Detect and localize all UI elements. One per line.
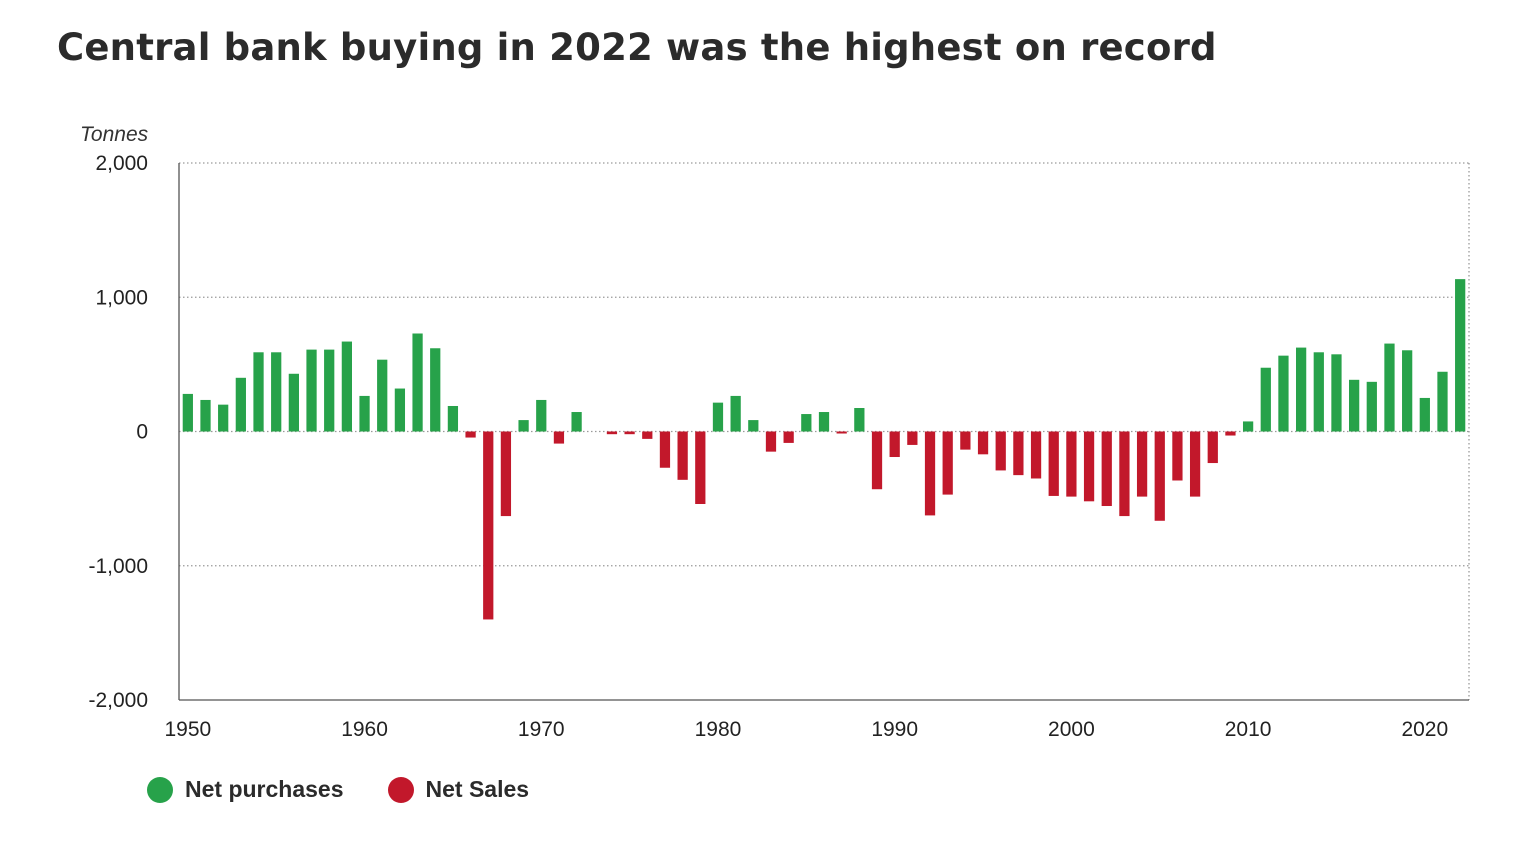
bar-1950 <box>182 393 193 432</box>
x-tick-label: 1950 <box>164 718 211 741</box>
bar-2013 <box>1296 347 1307 432</box>
chart-title: Central bank buying in 2022 was the high… <box>57 26 1217 69</box>
bar-1962 <box>394 388 406 432</box>
bar-1963 <box>412 333 423 432</box>
bar-1988 <box>854 408 865 432</box>
legend-label: Net Sales <box>425 776 530 802</box>
y-tick-label: -2,000 <box>88 689 148 712</box>
bar-2014 <box>1313 352 1324 432</box>
bar-2002 <box>1101 431 1112 507</box>
bar-1994 <box>960 431 971 450</box>
y-axis-label: Tonnes <box>80 123 149 146</box>
bar-2009 <box>1225 431 1236 436</box>
axes: 2,000 1,000 0 -1,000 -2,000 1950 1960 1970 1980 1… <box>88 152 1469 741</box>
bar-2007 <box>1189 431 1201 497</box>
bar-2015 <box>1331 354 1342 432</box>
bar-1972 <box>571 412 582 432</box>
bar-1954 <box>253 352 264 432</box>
bar-2008 <box>1207 431 1218 464</box>
bar-1967 <box>483 431 494 620</box>
bar-1991 <box>907 431 918 445</box>
bar-1952 <box>218 404 229 432</box>
bar-1999 <box>1048 431 1059 496</box>
bar-1959 <box>341 341 352 432</box>
bar-1979 <box>695 431 706 504</box>
bar-2017 <box>1366 381 1377 432</box>
bar-1951 <box>200 399 211 432</box>
bar-1995 <box>977 431 989 455</box>
bar-1980 <box>712 402 724 432</box>
bar-2016 <box>1349 379 1360 432</box>
bars <box>182 279 1466 620</box>
bar-2004 <box>1136 431 1148 497</box>
bar-2000 <box>1066 431 1077 497</box>
bar-1993 <box>942 431 953 495</box>
bar-1968 <box>500 431 512 517</box>
bar-1969 <box>518 420 529 432</box>
legend-item-net-purchases: Net purchases <box>147 776 344 803</box>
y-tick-label: 1,000 <box>95 286 148 309</box>
bar-1984 <box>783 431 794 443</box>
bar-1970 <box>536 399 547 432</box>
legend: Net purchases Net Sales <box>147 776 573 803</box>
bar-1975 <box>624 431 635 435</box>
bar-1990 <box>889 431 900 458</box>
bar-1976 <box>642 431 653 439</box>
bar-2021 <box>1437 371 1448 432</box>
bar-2020 <box>1419 397 1430 432</box>
bar-1981 <box>730 395 741 432</box>
bar-2001 <box>1083 431 1095 502</box>
x-tick-label: 1990 <box>871 718 918 741</box>
bar-1998 <box>1030 431 1042 479</box>
x-tick-label: 1960 <box>341 718 388 741</box>
y-tick-label: 0 <box>136 421 148 444</box>
bar-1983 <box>765 431 777 452</box>
x-tick-label: 2020 <box>1401 718 1448 741</box>
bar-1989 <box>871 431 883 490</box>
y-tick-label: 2,000 <box>95 152 148 175</box>
net-sales-swatch <box>387 776 414 803</box>
bar-1961 <box>377 359 388 432</box>
bar-1965 <box>447 405 459 432</box>
bar-1960 <box>359 395 370 432</box>
bar-1982 <box>748 420 759 432</box>
bar-1992 <box>924 431 936 516</box>
net-purchases-swatch <box>147 776 173 803</box>
bar-1956 <box>288 373 299 432</box>
bar-1964 <box>430 348 441 432</box>
bar-1978 <box>677 431 688 480</box>
bar-2011 <box>1260 367 1271 432</box>
bar-2012 <box>1278 355 1289 432</box>
bar-2018 <box>1384 343 1395 432</box>
x-tick-label: 2010 <box>1225 718 1272 741</box>
bar-1957 <box>306 349 317 432</box>
bar-2010 <box>1242 421 1254 432</box>
x-tick-label: 1980 <box>695 718 742 741</box>
bar-1997 <box>1013 431 1024 476</box>
x-tick-label: 1970 <box>518 718 565 741</box>
bar-1955 <box>271 352 282 432</box>
bar-1985 <box>801 414 812 432</box>
bar-2003 <box>1119 431 1130 517</box>
bar-1953 <box>235 377 246 432</box>
x-tick-label: 2000 <box>1048 718 1095 741</box>
legend-label: Net purchases <box>185 776 344 802</box>
bar-1966 <box>465 431 476 438</box>
bar-1996 <box>995 431 1006 471</box>
legend-item-net-sales: Net Sales <box>387 776 530 803</box>
bar-1986 <box>818 412 830 432</box>
bar-2022 <box>1455 279 1466 432</box>
y-tick-label: -1,000 <box>88 555 148 578</box>
bar-2005 <box>1154 431 1165 521</box>
bar-1987 <box>836 431 847 434</box>
bar-2019 <box>1402 350 1413 432</box>
bar-1977 <box>659 431 671 468</box>
bar-1971 <box>553 431 565 444</box>
bar-1974 <box>606 431 618 435</box>
bar-2006 <box>1172 431 1183 481</box>
bar-1958 <box>324 349 335 432</box>
